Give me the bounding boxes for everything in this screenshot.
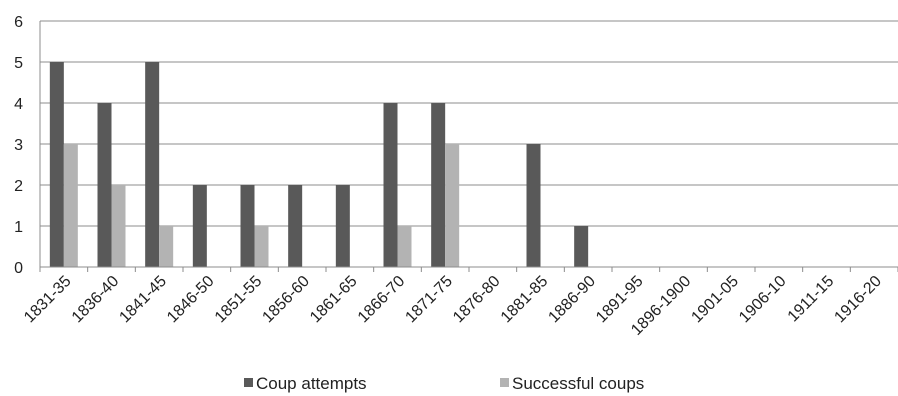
bar-coup-attempts [145, 62, 160, 267]
y-tick-label: 1 [14, 219, 23, 236]
x-axis [39, 21, 898, 272]
x-tick-label: 1846-50 [164, 273, 218, 327]
bar-successful-coups [397, 226, 412, 267]
x-tick-label: 1881-85 [498, 273, 552, 327]
x-tick-label: 1841-45 [116, 273, 170, 327]
bar-successful-coups [445, 144, 460, 267]
x-tick-label: 1871-75 [402, 273, 456, 327]
bar-coup-attempts [49, 62, 64, 267]
gridlines [40, 20, 898, 227]
bar-coup-attempts [335, 185, 350, 267]
legend-swatch [244, 378, 253, 387]
x-tick-label: 1856-60 [259, 273, 313, 327]
bar-coup-attempts [97, 103, 112, 267]
bar-successful-coups [254, 226, 269, 267]
y-axis-ticks: 0 1 2 3 4 5 6 [14, 14, 23, 277]
legend: Coup attempts Successful coups [244, 374, 644, 393]
y-tick-label: 0 [14, 260, 23, 277]
x-tick-label: 1831-35 [21, 273, 75, 327]
bar-successful-coups [159, 226, 174, 267]
x-tick-label: 1876-80 [450, 273, 504, 327]
bars [49, 62, 589, 267]
y-tick-label: 2 [14, 178, 23, 195]
y-tick-label: 4 [14, 96, 23, 113]
bar-coup-attempts [431, 103, 446, 267]
bar-coup-attempts [383, 103, 398, 267]
y-tick-label: 5 [14, 55, 23, 72]
bar-coup-attempts [574, 226, 589, 267]
x-tick-label: 1911-15 [785, 273, 838, 326]
legend-swatch [500, 378, 509, 387]
bar-coup-attempts [526, 144, 541, 267]
x-tick-label: 1836-40 [69, 273, 123, 327]
y-tick-label: 6 [14, 14, 23, 31]
bar-successful-coups [63, 144, 78, 267]
x-tick-label: 1916-20 [831, 273, 885, 327]
x-tick-label: 1866-70 [355, 273, 409, 327]
x-axis-ticks: 1831-351836-401841-451846-501851-551856-… [21, 273, 885, 339]
bar-coup-attempts [288, 185, 303, 267]
bar-successful-coups [111, 185, 126, 267]
bar-coup-attempts [192, 185, 207, 267]
x-tick-label: 1906-10 [736, 273, 790, 327]
x-tick-label: 1886-90 [545, 273, 599, 327]
x-tick-label: 1901-05 [688, 273, 742, 327]
x-tick-label: 1851-55 [212, 273, 266, 327]
legend-label: Successful coups [512, 374, 644, 393]
bar-coup-attempts [240, 185, 255, 267]
y-tick-label: 3 [14, 137, 23, 154]
legend-label: Coup attempts [256, 374, 367, 393]
x-tick-label: 1861-65 [307, 273, 361, 327]
